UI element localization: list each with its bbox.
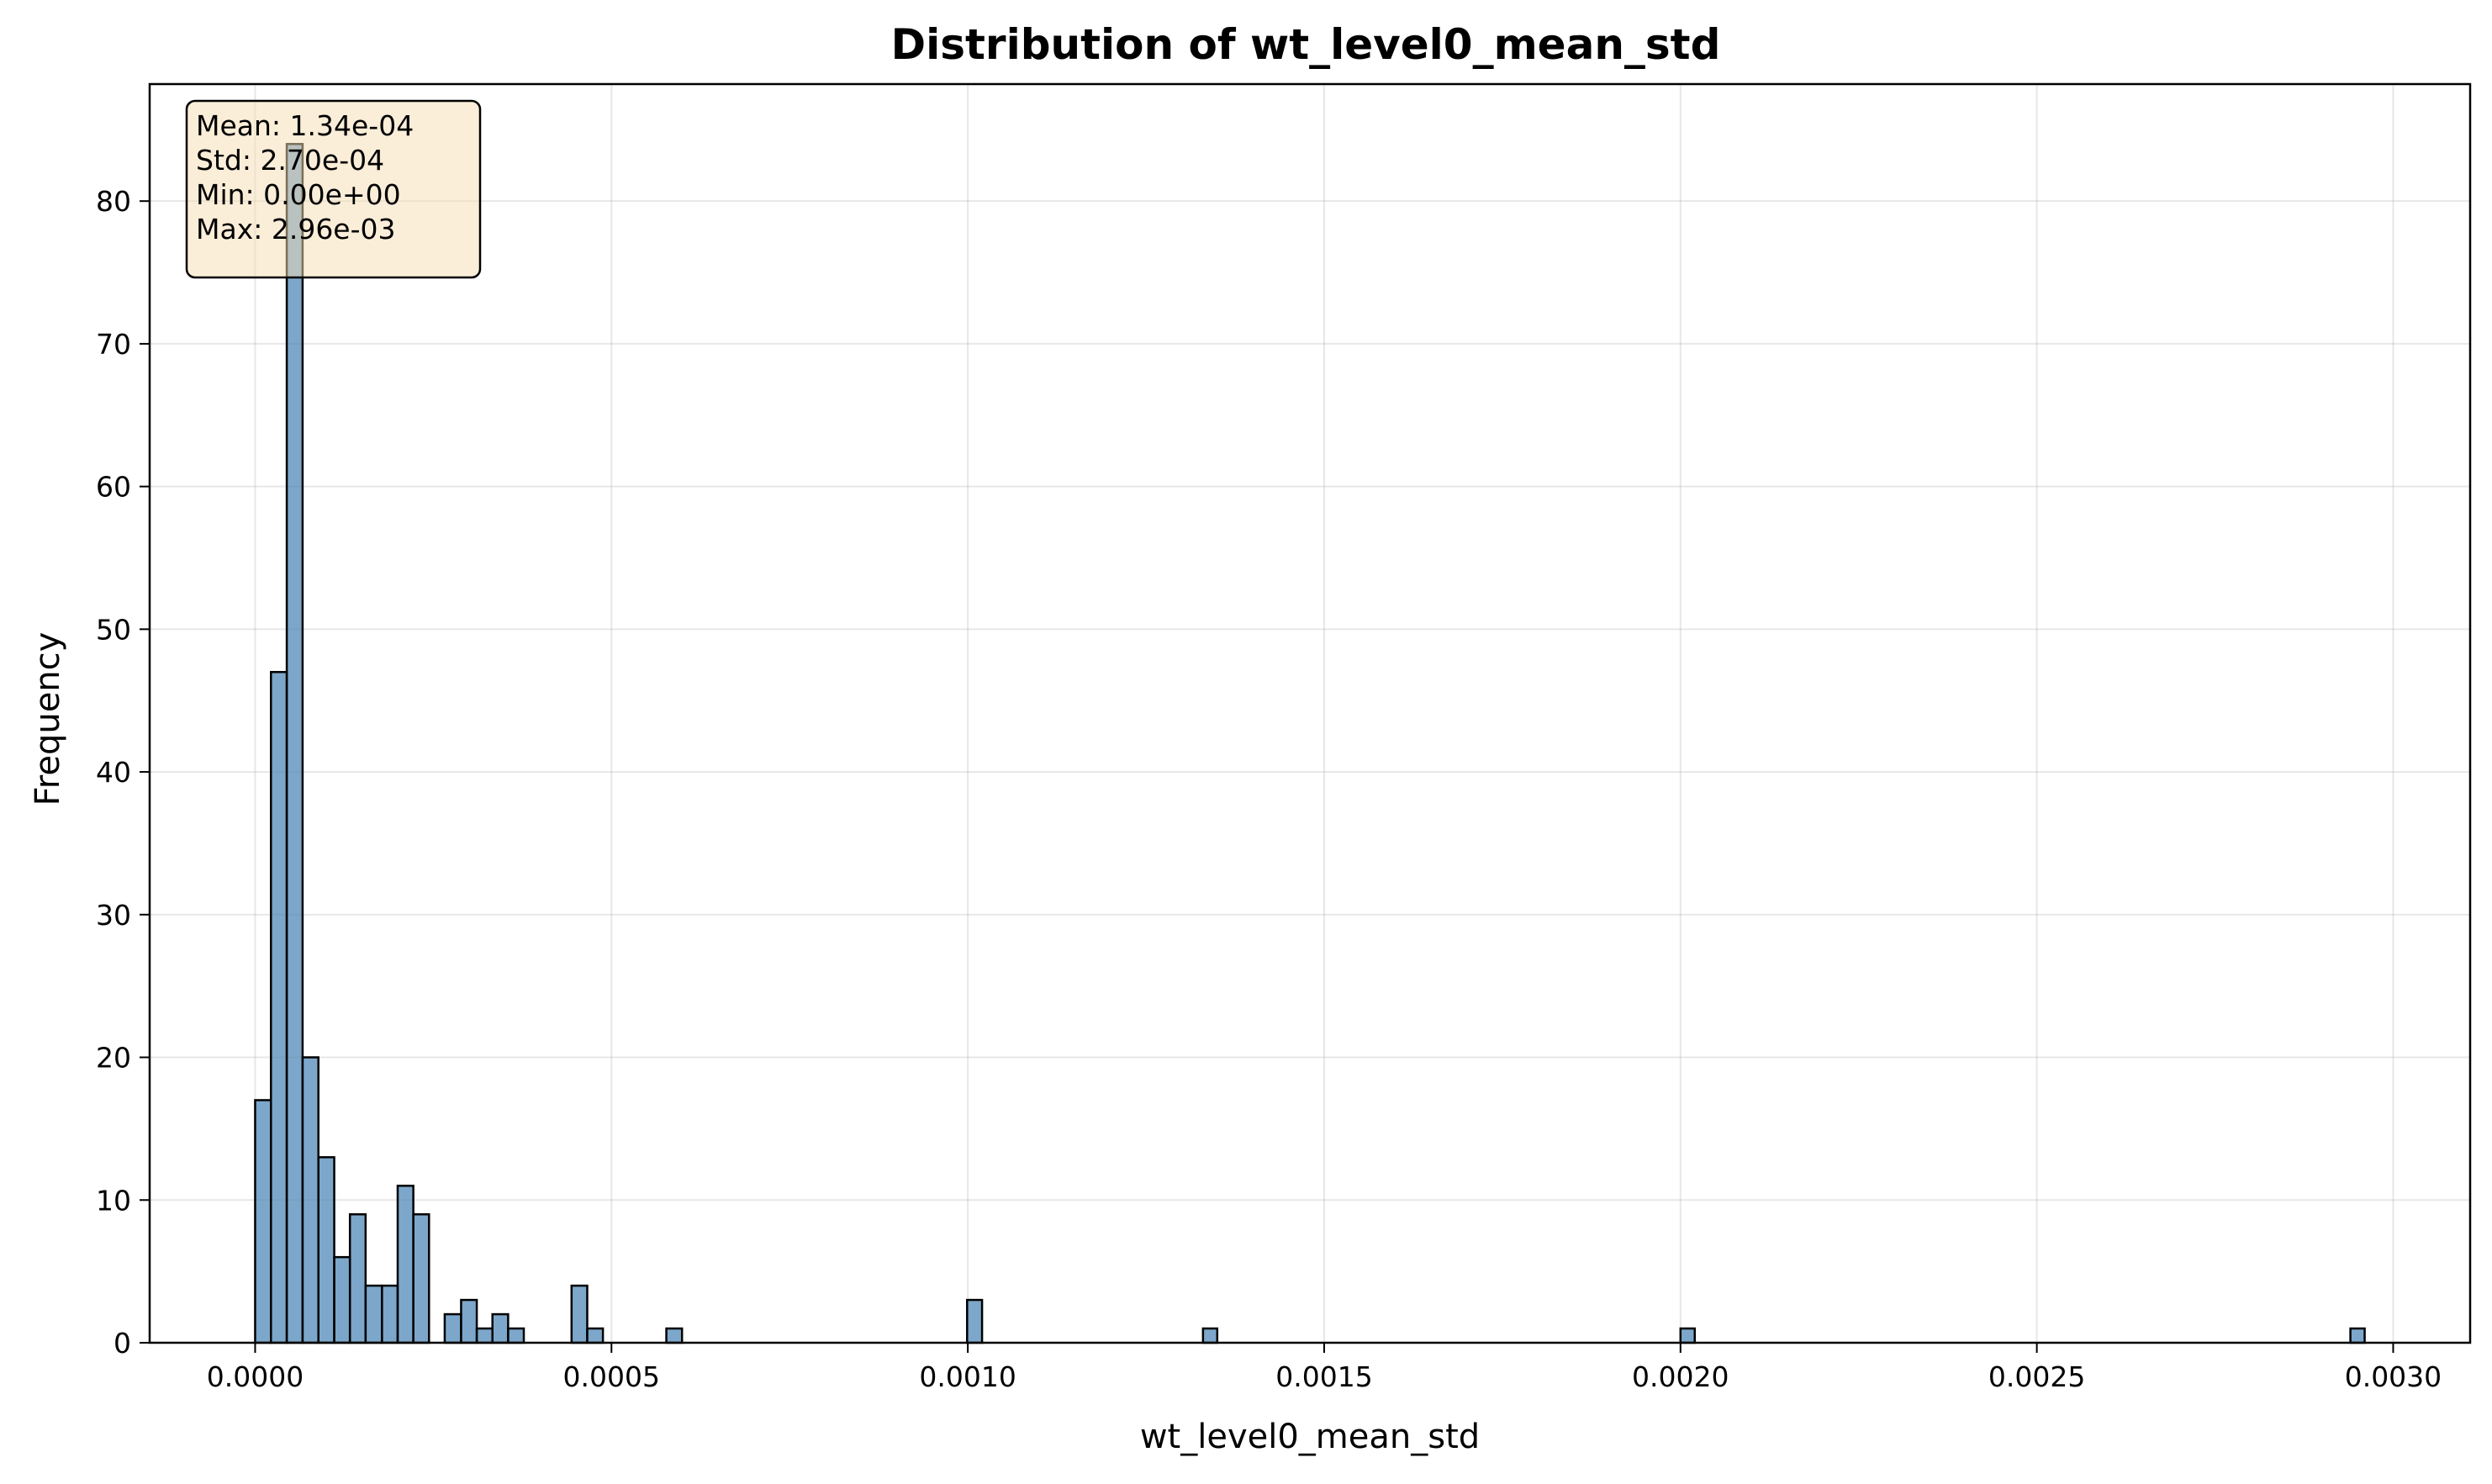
histogram-bar	[507, 1327, 525, 1344]
histogram-bar	[586, 1327, 605, 1344]
x-tick-label: 0.0000	[207, 1360, 304, 1393]
histogram-bar	[396, 1185, 414, 1344]
histogram-bar	[443, 1312, 462, 1344]
y-tick-label: 40	[96, 756, 131, 789]
histogram-bar	[317, 1156, 335, 1344]
y-tick-label: 50	[96, 613, 131, 646]
histogram-bar	[348, 1212, 367, 1344]
x-axis-ticks: 0.0000 0.0005 0.0010 0.0015 0.0020 0.0025 0.00…	[207, 1343, 2442, 1393]
stats-max: Max: 2.96e-03	[196, 213, 396, 246]
y-axis-ticks: 0 10 20 30 40 50 60 70 80	[96, 185, 150, 1360]
histogram-bar	[570, 1284, 589, 1344]
stats-min: Min: 0.00e+00	[196, 178, 401, 211]
y-tick-label: 0	[114, 1327, 131, 1360]
histogram-bar	[475, 1327, 494, 1344]
histogram-bar	[2349, 1327, 2366, 1344]
plot-frame	[148, 82, 2472, 1344]
x-tick-label: 0.0020	[1632, 1360, 1729, 1393]
histogram-bar	[333, 1255, 351, 1344]
x-axis-label: wt_level0_mean_std	[1140, 1418, 1480, 1456]
y-tick-label: 80	[96, 185, 131, 218]
y-axis-label: Frequency	[29, 632, 67, 806]
histogram-bar	[301, 1056, 319, 1344]
x-tick-label: 0.0015	[1275, 1360, 1372, 1393]
histogram-bar	[254, 1099, 272, 1344]
chart-title: Distribution of wt_level0_mean_std	[891, 20, 1721, 69]
histogram-bar	[270, 671, 288, 1344]
histogram-bars	[254, 143, 2366, 1344]
x-gridlines	[254, 84, 2394, 1343]
histogram-bar	[285, 143, 304, 1344]
x-tick-label: 0.0025	[1988, 1360, 2085, 1393]
stats-mean: Mean: 1.34e-04	[196, 109, 414, 142]
histogram-bar	[491, 1312, 509, 1344]
x-tick-label: 0.0030	[2345, 1360, 2442, 1393]
y-tick-label: 70	[96, 328, 131, 361]
x-tick-label: 0.0010	[919, 1360, 1016, 1393]
histogram-bar	[1201, 1327, 1219, 1344]
y-tick-label: 10	[96, 1184, 131, 1217]
histogram-bar	[665, 1327, 684, 1344]
histogram-bar	[1679, 1327, 1696, 1344]
histogram-bar	[460, 1298, 478, 1344]
histogram-bar	[364, 1284, 383, 1344]
y-tick-label: 30	[96, 899, 131, 932]
y-tick-label: 20	[96, 1042, 131, 1075]
stats-box-background	[185, 99, 482, 279]
x-tick-label: 0.0005	[563, 1360, 660, 1393]
y-tick-label: 60	[96, 471, 131, 504]
stats-box: Mean: 1.34e-04 Std: 2.70e-04 Min: 0.00e+…	[185, 99, 482, 279]
histogram-bar	[966, 1298, 984, 1344]
histogram-bar	[381, 1284, 399, 1344]
histogram-bar	[412, 1212, 430, 1344]
stats-std: Std: 2.70e-04	[196, 144, 384, 177]
